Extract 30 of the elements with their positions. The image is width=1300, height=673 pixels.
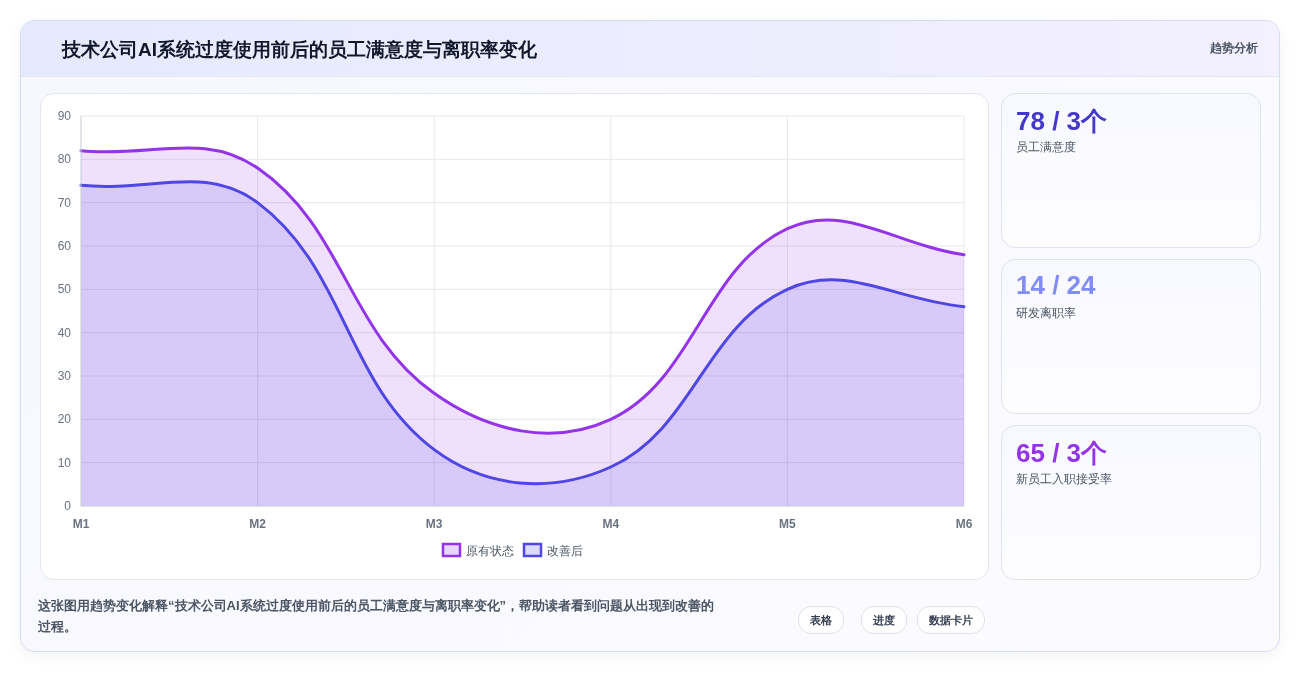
y-tick-label: 0 <box>64 499 72 513</box>
y-tick-label: 60 <box>57 239 72 253</box>
y-tick-label: 90 <box>57 109 72 123</box>
text: 这张图用趋势变化解释“技术公司AI系统过度使用前后的员工满意度与离职率变化”，帮助读者看到问题从出现到改善的过程。 <box>38 597 715 636</box>
text: 新员工入职接受率 <box>1016 471 1112 488</box>
text: 78 / 3个 <box>1016 105 1108 138</box>
text: 65 / 3个 <box>1016 437 1108 470</box>
y-tick-label: 20 <box>57 412 72 427</box>
text: 14 / 24 <box>1016 270 1096 301</box>
x-tick-label: M6 <box>955 517 973 531</box>
text: 员工满意度 <box>1016 139 1076 156</box>
x-tick-label: M2 <box>249 517 267 531</box>
x-tick-label: M1 <box>72 517 90 531</box>
y-tick-label: 80 <box>57 152 72 167</box>
text: 表格 <box>798 606 844 634</box>
chart-title: 技术公司AI系统过度使用前后的员工满意度与离职率变化 <box>62 38 537 62</box>
legend-label: 原有状态 <box>466 543 514 558</box>
x-tick-label: M5 <box>779 517 797 531</box>
y-tick-label: 30 <box>57 369 72 383</box>
y-tick-label: 50 <box>57 282 72 297</box>
y-tick-label: 10 <box>57 455 72 470</box>
legend-label: 改善后 <box>547 543 583 558</box>
text: 研发离职率 <box>1016 305 1076 322</box>
x-tick-label: M3 <box>425 517 443 531</box>
text: 数据卡片 <box>917 606 985 634</box>
y-tick-label: 40 <box>57 325 72 340</box>
text: 趋势分析 <box>1210 40 1258 57</box>
text: 进度 <box>861 606 907 634</box>
x-tick-label: M4 <box>602 517 620 531</box>
y-tick-label: 70 <box>57 195 72 210</box>
